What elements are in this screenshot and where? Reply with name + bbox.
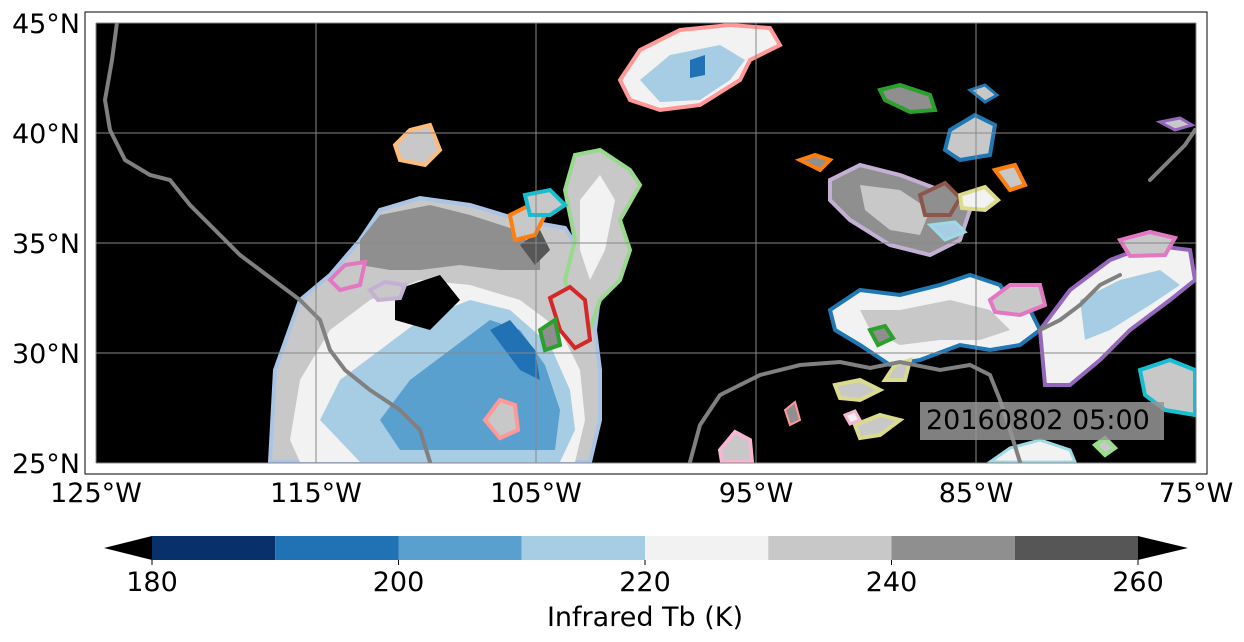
x-tick-label: 95°W bbox=[719, 478, 794, 509]
x-tick-label: 75°W bbox=[1159, 478, 1234, 509]
colorbar-segment bbox=[398, 536, 522, 560]
x-tick-label: 105°W bbox=[490, 478, 582, 509]
colorbar-segment bbox=[275, 536, 399, 560]
colorbar-segment bbox=[1014, 536, 1138, 560]
cloud-cell-west-2 bbox=[327, 259, 368, 293]
cloud-cell-west-3 bbox=[366, 279, 408, 303]
y-tick-labels: 25°N 30°N 35°N 40°N 45°N bbox=[12, 9, 80, 480]
colorbar-tick-label: 180 bbox=[126, 567, 178, 598]
cloud-cell-west bbox=[392, 122, 443, 168]
colorbar-segment bbox=[521, 536, 645, 560]
x-tick-labels: 125°W 115°W 105°W 95°W 85°W 75°W bbox=[50, 478, 1233, 509]
colorbar-segment bbox=[768, 536, 892, 560]
x-tick-label: 85°W bbox=[939, 478, 1014, 509]
colorbar-extend-high bbox=[1138, 536, 1188, 560]
colorbar: 180 200 220 240 260 bbox=[104, 536, 1188, 598]
colorbar-segment bbox=[891, 536, 1015, 560]
y-tick-label: 30°N bbox=[12, 339, 80, 370]
x-tick-label: 125°W bbox=[50, 478, 142, 509]
y-tick-label: 45°N bbox=[12, 9, 80, 40]
colorbar-tick-label: 200 bbox=[373, 567, 425, 598]
timestamp-box bbox=[920, 402, 1164, 440]
gridlines bbox=[95, 22, 1197, 464]
colorbar-tick-label: 240 bbox=[866, 567, 918, 598]
coastlines bbox=[102, 23, 1196, 463]
y-tick-label: 25°N bbox=[12, 449, 80, 480]
cloud-system-north bbox=[617, 23, 783, 113]
colorbar-segment bbox=[152, 536, 276, 560]
y-tick-label: 40°N bbox=[12, 119, 80, 150]
colorbar-label: Infrared Tb (K) bbox=[547, 602, 743, 633]
colorbar-extend-low bbox=[104, 536, 152, 560]
colorbar-tick-label: 260 bbox=[1112, 567, 1164, 598]
colorbar-segment bbox=[645, 536, 769, 560]
timestamp-label: 20160802 05:00 bbox=[926, 405, 1150, 436]
colorbar-tick-label: 220 bbox=[619, 567, 671, 598]
x-tick-label: 115°W bbox=[270, 478, 362, 509]
y-tick-label: 35°N bbox=[12, 229, 80, 260]
cloud-system-east bbox=[482, 82, 1196, 463]
